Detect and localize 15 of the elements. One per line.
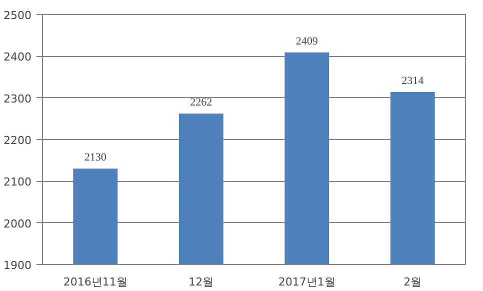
- data-label: 2262: [190, 96, 212, 109]
- y-tick-label: 2100: [4, 176, 32, 189]
- x-tick-label: 2월: [404, 276, 422, 288]
- y-tick-label: 2200: [4, 134, 32, 147]
- data-label: 2314: [402, 75, 424, 87]
- y-tick-label: 2400: [4, 50, 32, 64]
- x-tick-label: 12월: [188, 276, 214, 288]
- y-tick-label: 2500: [4, 9, 32, 22]
- x-tick-label: 2017년1월: [278, 276, 336, 288]
- data-label: 2130: [84, 152, 107, 164]
- data-label: 2409: [296, 35, 318, 48]
- y-tick-label: 1900: [4, 259, 32, 272]
- y-tick-label: 2300: [4, 92, 32, 106]
- y-tick-label: 2000: [4, 217, 32, 230]
- x-tick-label: 2016년11월: [63, 276, 128, 288]
